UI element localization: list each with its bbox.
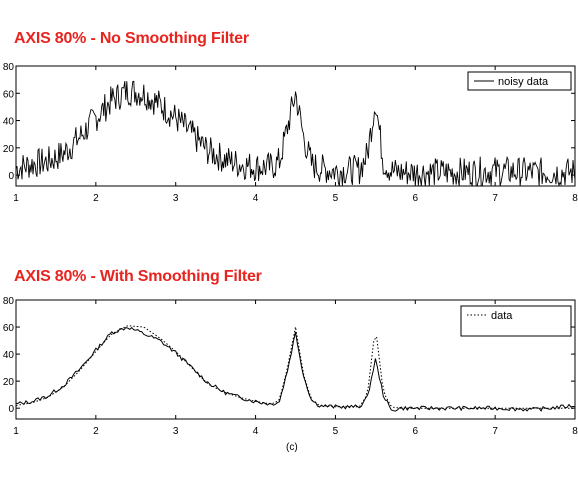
x-tick-label: 5 <box>333 193 339 204</box>
legend-label: noisy data <box>498 76 549 88</box>
x-tick-label: 4 <box>253 193 259 204</box>
legend-label: data <box>491 310 513 322</box>
x-tick-label: 1 <box>13 193 19 204</box>
x-tick-label: 8 <box>572 426 578 437</box>
x-tick-label: 3 <box>173 426 179 437</box>
bottom-chart-title: AXIS 80% - With Smoothing Filter <box>14 268 262 285</box>
x-tick-label: 7 <box>492 426 498 437</box>
figure-caption: (c) <box>286 442 298 453</box>
y-tick-label: 40 <box>3 117 15 128</box>
y-tick-label: 80 <box>3 62 15 73</box>
x-tick-label: 6 <box>413 426 419 437</box>
x-tick-label: 7 <box>492 193 498 204</box>
y-tick-label: 0 <box>8 171 14 182</box>
y-tick-label: 80 <box>3 296 15 307</box>
y-tick-label: 20 <box>3 377 15 388</box>
plot-frame <box>15 299 576 420</box>
y-tick-label: 60 <box>3 323 15 334</box>
y-tick-label: 40 <box>3 350 15 361</box>
x-tick-label: 3 <box>173 193 179 204</box>
legend-box <box>467 71 572 91</box>
data-line <box>15 325 575 409</box>
x-tick-label: 5 <box>333 426 339 437</box>
x-tick-label: 4 <box>253 426 259 437</box>
y-tick-label: 0 <box>8 404 14 415</box>
y-tick-label: 60 <box>3 89 15 100</box>
top-chart-title: AXIS 80% - No Smoothing Filter <box>14 30 249 47</box>
x-tick-label: 1 <box>13 426 19 437</box>
x-tick-label: 2 <box>93 426 99 437</box>
legend-box <box>460 305 572 337</box>
x-tick-label: 8 <box>572 193 578 204</box>
x-tick-label: 6 <box>413 193 419 204</box>
noisy-data-line <box>15 80 576 187</box>
y-tick-label: 20 <box>3 144 15 155</box>
x-tick-label: 2 <box>93 193 99 204</box>
smoothed-line <box>15 326 576 412</box>
plot-frame <box>15 65 576 187</box>
